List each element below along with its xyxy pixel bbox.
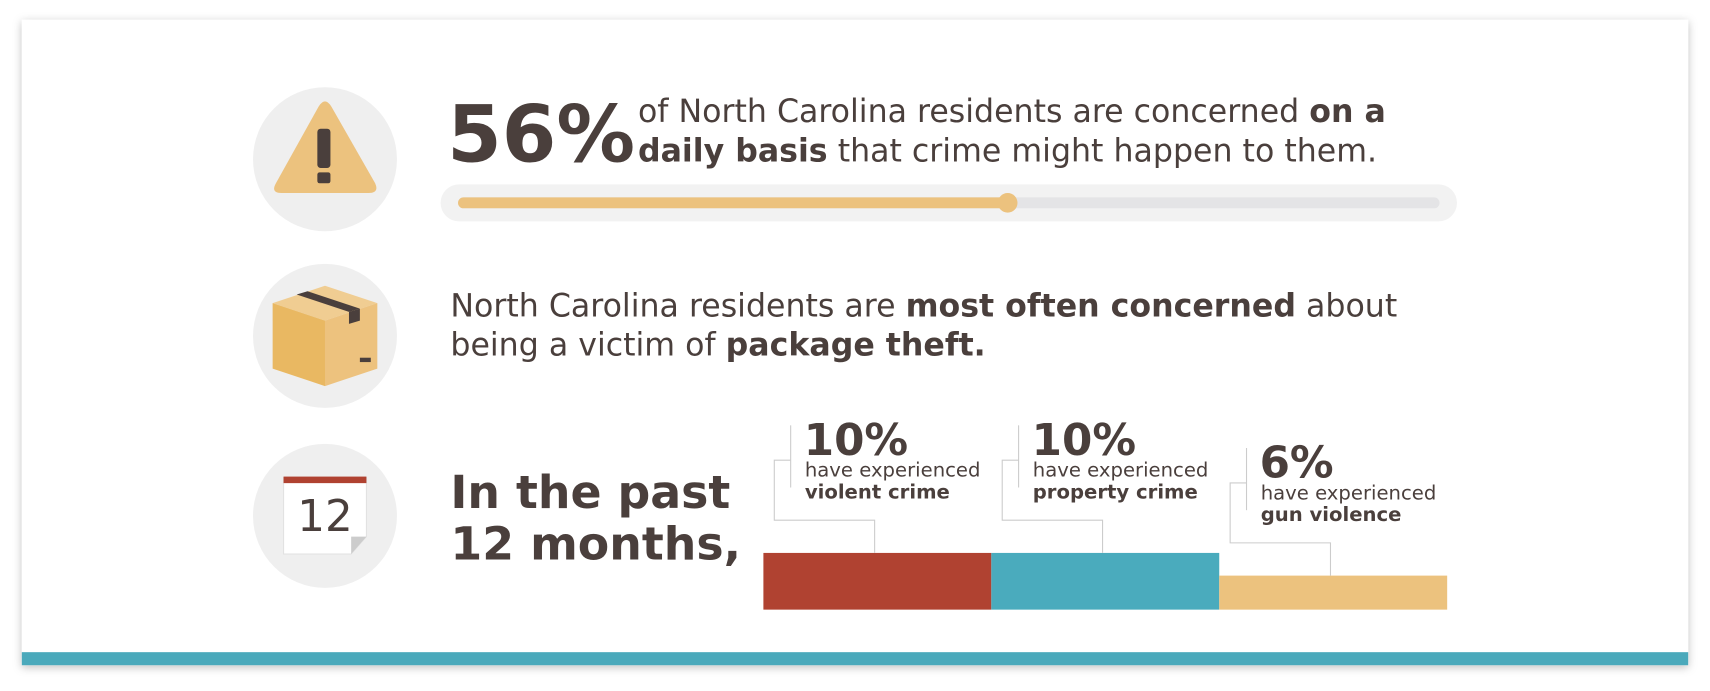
text-part: daily basis <box>638 133 828 169</box>
box-icon <box>272 285 378 387</box>
heading: In the past <box>450 465 730 519</box>
calendar-icon: 12 <box>283 476 367 555</box>
item-category: violent crime <box>805 480 950 503</box>
progress-knob <box>997 193 1018 213</box>
progress-fill <box>458 197 1008 209</box>
dynamic: of North Carolina residents are concerne… <box>450 94 1448 610</box>
item-text: have experienced <box>1033 459 1209 482</box>
item-text: have experienced <box>1261 481 1437 504</box>
connector <box>1001 459 1104 553</box>
bar <box>763 552 992 610</box>
item-category: property crime <box>1033 480 1198 503</box>
connector <box>1229 482 1332 576</box>
text-part: about <box>1296 288 1397 324</box>
text-line: being a victim of package theft. <box>450 328 985 364</box>
heading: 12 months, <box>450 516 741 570</box>
text-part: on a <box>1309 94 1386 130</box>
text-line: North Carolina residents are most often … <box>450 288 1397 324</box>
text-part: being a victim of <box>450 328 725 364</box>
text-part: that crime might happen to them. <box>828 133 1377 169</box>
item-value: 6% <box>1260 438 1334 488</box>
warning-icon <box>274 101 377 194</box>
item-value: 10% <box>1032 416 1136 466</box>
text-part: most often concerned <box>906 288 1296 324</box>
text-part: package theft. <box>726 328 986 364</box>
text-part: of North Carolina residents are concerne… <box>638 94 1309 130</box>
bar <box>991 552 1220 610</box>
item-category: gun violence <box>1261 503 1402 526</box>
bar <box>1219 575 1448 610</box>
item-value: 10% <box>804 416 908 466</box>
footer-band <box>21 652 1689 666</box>
item-text: have experienced <box>805 459 981 482</box>
text-line: daily basis that crime might happen to t… <box>638 133 1377 169</box>
calendar-day: 12 <box>297 492 353 542</box>
text-part: North Carolina residents are <box>450 288 905 324</box>
text-line: of North Carolina residents are concerne… <box>638 94 1386 130</box>
concern-value: 56% <box>447 88 635 180</box>
connector <box>773 459 876 553</box>
